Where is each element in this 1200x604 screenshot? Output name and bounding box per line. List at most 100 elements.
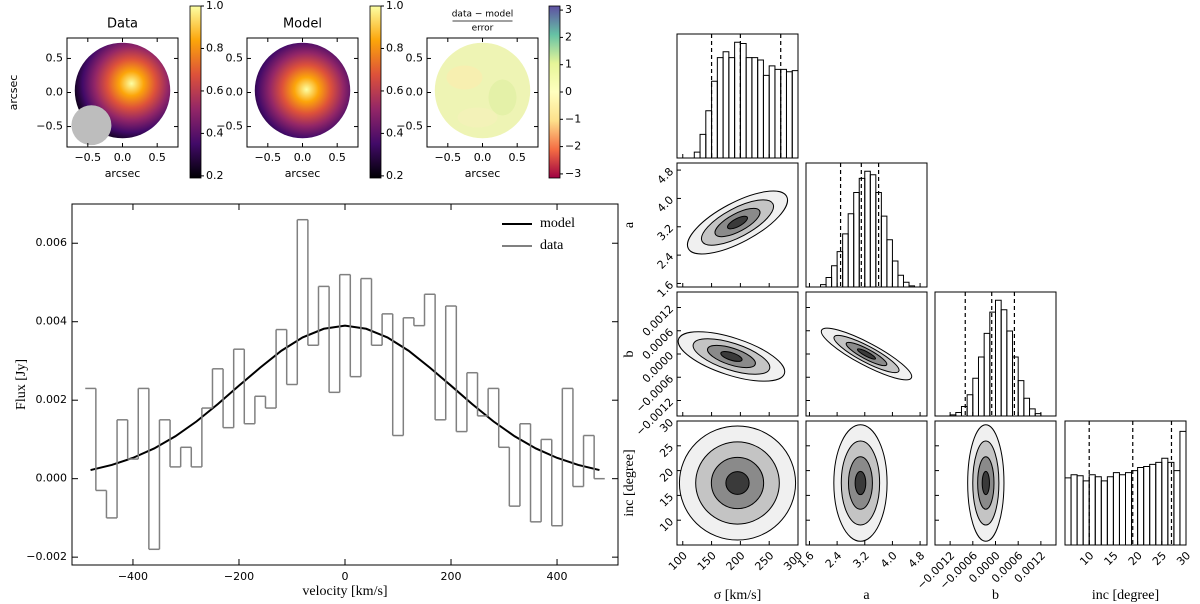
hist-bin <box>897 274 904 287</box>
x-tick-label: −0.5 <box>254 151 281 164</box>
hist-bin <box>1070 474 1078 545</box>
colorbar <box>548 5 561 179</box>
density-contour <box>725 471 750 495</box>
axes-frame <box>805 291 928 417</box>
hist-bin <box>1094 476 1102 545</box>
x-tick-label: 0.5 <box>508 151 526 164</box>
hist-bin <box>1000 309 1008 416</box>
density-contour <box>854 470 867 496</box>
hist-bin <box>739 42 747 158</box>
hist-bin <box>1149 463 1157 545</box>
beam <box>71 105 112 146</box>
density-contour <box>726 215 749 230</box>
hist-bin <box>693 151 701 158</box>
x-tick-label: 15 <box>1102 549 1121 568</box>
axes-frame <box>676 420 799 546</box>
axes-frame <box>1064 420 1187 546</box>
colorbar-tick-label: 0.8 <box>386 41 404 54</box>
colorbar-tick-label: 3 <box>565 3 572 16</box>
y-axis-label: arcsec <box>7 75 20 111</box>
hist-bin <box>869 174 877 287</box>
y-tick-label: 0.5 <box>46 51 64 64</box>
axes-frame <box>71 203 619 566</box>
colorbar-tick-label: 0.4 <box>206 126 224 139</box>
hist-bin <box>711 80 718 158</box>
colorbar-tick-label: 0.6 <box>206 84 224 97</box>
y-tick-label: 4.8 <box>655 165 677 187</box>
colorbar-tick-label: −1 <box>565 112 581 125</box>
x-tick-label: 10 <box>1077 549 1096 568</box>
colorbar <box>189 5 202 179</box>
y-tick-label: 0.006 <box>36 236 68 249</box>
hist-bin <box>734 41 741 158</box>
hist-bin <box>831 265 838 287</box>
hist-bin <box>955 411 962 416</box>
hist-bin <box>1167 461 1175 545</box>
x-tick-label: 100 <box>666 549 690 573</box>
hist-bin <box>983 332 991 416</box>
panel-title: Data <box>107 17 138 32</box>
hist-bin <box>1179 430 1187 545</box>
x-axis-label: b <box>992 588 999 603</box>
hist-bin <box>1118 474 1126 545</box>
y-tick-label: 0.0 <box>226 86 244 99</box>
x-tick-label: 250 <box>752 549 776 573</box>
hist-bin <box>891 260 899 287</box>
x-tick-label: 0.5 <box>148 151 166 164</box>
x-tick-label: −200 <box>224 570 254 583</box>
hist-bin <box>853 192 860 287</box>
hist-bin <box>1023 397 1031 416</box>
density-contour <box>856 348 877 360</box>
colorbar-tick-label: 1.0 <box>206 0 224 12</box>
hist-bin <box>785 71 793 158</box>
x-tick-label: 3.2 <box>850 549 872 571</box>
x-tick-label: 150 <box>695 549 719 573</box>
colorbar-tick-label: 0.2 <box>206 169 224 182</box>
hist-bin <box>1106 476 1114 545</box>
y-tick-label: 0.5 <box>406 51 424 64</box>
hist-bin <box>864 170 871 287</box>
x-axis-label: arcsec <box>105 167 141 180</box>
hist-bin <box>960 406 968 416</box>
x-tick-label: 2.4 <box>823 549 845 571</box>
hist-bin <box>977 356 985 416</box>
hist-bin <box>751 57 759 158</box>
title-numerator: data − model <box>452 10 514 20</box>
x-tick-label: 4.8 <box>906 549 928 571</box>
hist-bin <box>858 177 866 287</box>
colorbar-tick-label: 2 <box>565 30 572 43</box>
colorbar-tick-label: −2 <box>565 140 581 153</box>
hist-bin <box>1064 477 1072 545</box>
hist-bin <box>1173 470 1181 545</box>
y-tick-label: 0.0 <box>46 86 64 99</box>
axes-frame <box>805 162 928 288</box>
hist-bin <box>1125 472 1133 545</box>
y-tick-label: 0.002 <box>36 393 68 406</box>
x-axis-label: σ [km/s] <box>714 588 762 603</box>
hist-bin <box>1112 472 1120 545</box>
title-denominator: error <box>472 24 494 34</box>
hist-bin <box>757 59 764 158</box>
hist-bin <box>972 377 979 416</box>
model-line <box>90 324 600 472</box>
hist-bin <box>842 233 849 287</box>
hist-bin <box>1155 461 1163 545</box>
hist-bin <box>1137 467 1145 545</box>
colorbar <box>369 5 382 179</box>
hist-bin <box>1017 380 1025 416</box>
hist-bin <box>1029 408 1036 416</box>
image-patch <box>457 107 498 128</box>
x-tick-label: 200 <box>724 549 748 573</box>
colorbar-tick-label: 0.8 <box>206 41 224 54</box>
x-tick-label: −400 <box>118 570 148 583</box>
hist-bin <box>1161 457 1169 545</box>
hist-bin <box>768 65 776 158</box>
x-tick-label: 0.0 <box>114 151 132 164</box>
hist-bin <box>1006 330 1014 416</box>
panel-title: Model <box>283 17 322 32</box>
hist-bin <box>908 285 916 287</box>
hist-bin <box>791 70 799 158</box>
x-tick-label: 30 <box>1174 549 1193 568</box>
x-axis-label: arcsec <box>465 167 501 180</box>
y-tick-label: −0.5 <box>36 120 63 133</box>
